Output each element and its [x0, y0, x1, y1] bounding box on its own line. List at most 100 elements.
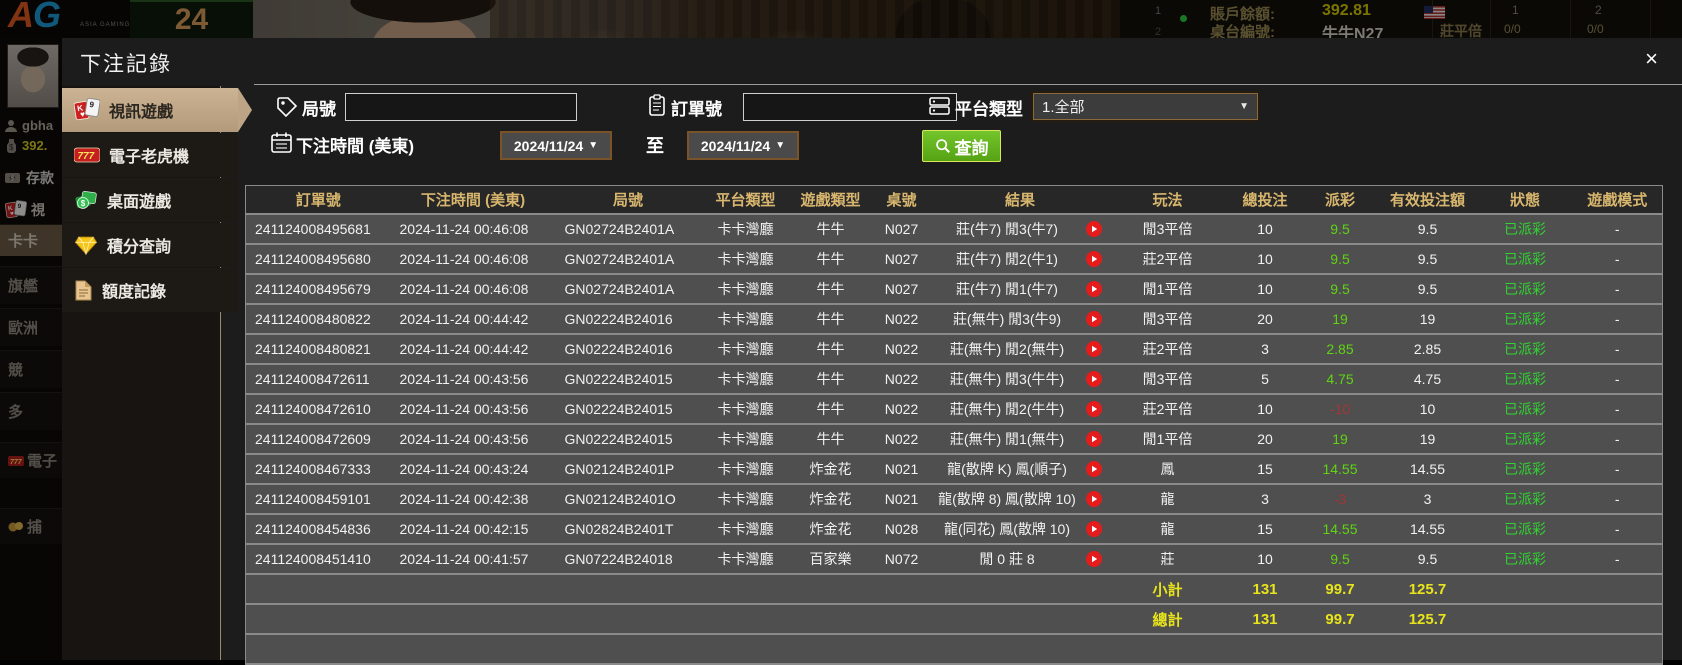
cell-payout: -3 — [1302, 484, 1378, 515]
cell-total-bet: 3 — [1227, 484, 1303, 515]
total-valid: 125.7 — [1377, 604, 1478, 635]
cell-order: 241124008454836 — [245, 514, 391, 545]
grid-line — [1570, 0, 1571, 38]
replay-play-button[interactable] — [1085, 251, 1102, 267]
tab-slot-machines[interactable]: 777 電子老虎機 — [62, 133, 238, 177]
cell-order: 241124008472609 — [245, 424, 391, 455]
cell-game-mode: - — [1572, 214, 1663, 245]
cell-game-type: 牛牛 — [790, 334, 871, 365]
search-button[interactable]: 查詢 — [922, 130, 1001, 162]
platform-type-dropdown[interactable]: 1.全部 ▼ — [1033, 93, 1258, 120]
table-row: 241124008472610 2024-11-24 00:43:56 GN0222… — [245, 394, 1663, 425]
replay-play-button[interactable] — [1085, 491, 1102, 507]
moneybag-icon: $ — [5, 138, 18, 153]
sidebar-item-flagship[interactable]: 旗艦 — [0, 266, 62, 304]
cards-icon: K ♥ 9 — [74, 98, 100, 122]
tab-points-query[interactable]: 積分查詢 — [62, 223, 238, 267]
table-row: 241124008451410 2024-11-24 00:41:57 GN0722… — [245, 544, 1663, 575]
tab-table-games[interactable]: $ 桌面遊戲 — [62, 178, 238, 222]
date-to-select[interactable]: 2024/11/24 ▼ — [687, 131, 799, 160]
cell-result: 龍(散牌 K) 鳳(順子) — [932, 454, 1108, 485]
cell-total-bet: 10 — [1227, 274, 1303, 305]
ag-logo-g: G — [33, 0, 62, 35]
replay-play-button[interactable] — [1085, 521, 1102, 537]
table-row: 241124008480821 2024-11-24 00:44:42 GN0222… — [245, 334, 1663, 365]
order-number-input[interactable] — [743, 93, 957, 121]
result-text: 莊(無牛) 閒1(無牛) — [949, 431, 1065, 447]
replay-play-button[interactable] — [1085, 461, 1102, 477]
svg-text:$: $ — [11, 175, 15, 182]
order-number-label: 訂單號 — [671, 100, 722, 119]
replay-play-button[interactable] — [1085, 281, 1102, 297]
subtotal-mode — [1572, 574, 1663, 605]
avatar[interactable] — [7, 44, 59, 108]
video-games-label[interactable]: 視 — [31, 202, 45, 218]
replay-play-button[interactable] — [1085, 431, 1102, 447]
deposit-label[interactable]: 存款 — [26, 170, 54, 186]
subtotal-row: 小計 131 99.7 125.7 — [245, 574, 1663, 605]
cell-platform: 卡卡灣廳 — [700, 364, 791, 395]
cell-game-type: 牛牛 — [790, 244, 871, 275]
replay-play-button[interactable] — [1085, 551, 1102, 567]
cell-time: 2024-11-24 00:42:38 — [390, 484, 556, 515]
date-from-select[interactable]: 2024/11/24 ▼ — [500, 131, 612, 160]
cell-table-no: N021 — [870, 484, 933, 515]
round-number-input[interactable] — [345, 93, 577, 121]
cell-payout: 19 — [1302, 304, 1378, 335]
person-icon — [5, 119, 18, 132]
cell-time: 2024-11-24 00:46:08 — [390, 244, 556, 275]
round-row-1: 1 — [1155, 5, 1162, 17]
cell-payout: 2.85 — [1302, 334, 1378, 365]
cell-bet-type: 莊2平倍 — [1107, 334, 1228, 365]
sidebar-item-duo[interactable]: 多 — [0, 392, 62, 430]
cell-platform: 卡卡灣廳 — [700, 514, 791, 545]
cell-table-no: N028 — [870, 514, 933, 545]
table-row: 241124008495680 2024-11-24 00:46:08 GN0272… — [245, 244, 1663, 275]
svg-text:9: 9 — [17, 203, 22, 210]
cell-time: 2024-11-24 00:44:42 — [390, 304, 556, 335]
cell-order: 241124008459101 — [245, 484, 391, 515]
round-row-2: 2 — [1155, 26, 1162, 38]
cell-status: 已派彩 — [1477, 304, 1573, 335]
cell-platform: 卡卡灣廳 — [700, 214, 791, 245]
replay-play-button[interactable] — [1085, 221, 1102, 237]
cell-time: 2024-11-24 00:43:24 — [390, 454, 556, 485]
cell-platform: 卡卡灣廳 — [700, 274, 791, 305]
cell-result: 莊(無牛) 閒3(牛牛) — [932, 364, 1108, 395]
coins-icon — [8, 520, 24, 533]
cell-status: 已派彩 — [1477, 394, 1573, 425]
sidebar-item-slots[interactable]: 777 電子 — [0, 442, 62, 478]
cell-game-mode: - — [1572, 544, 1663, 575]
sidebar-item-kaka[interactable]: 卡卡 — [0, 224, 62, 256]
cell-order: 241124008480821 — [245, 334, 391, 365]
cell-total-bet: 5 — [1227, 364, 1303, 395]
tab-video-games[interactable]: K ♥ 9 視訊遊戲 — [62, 88, 252, 132]
bet-records-table: 訂單號 下注時間 (美東) 局號 平台類型 遊戲類型 桌號 結果 玩法 總投注 … — [245, 185, 1663, 665]
sidebar-item-fishing[interactable]: 捕 — [0, 508, 62, 544]
tag-icon — [276, 96, 298, 118]
replay-play-button[interactable] — [1085, 401, 1102, 417]
scoreboard-bar — [1120, 0, 1682, 38]
cell-game-type: 牛牛 — [790, 394, 871, 425]
table-row: 241124008480822 2024-11-24 00:44:42 GN0222… — [245, 304, 1663, 335]
replay-play-button[interactable] — [1085, 371, 1102, 387]
cell-platform: 卡卡灣廳 — [700, 454, 791, 485]
tab-quota-records[interactable]: 額度記錄 — [62, 268, 238, 312]
replay-play-button[interactable] — [1085, 311, 1102, 327]
close-icon[interactable]: × — [1645, 46, 1658, 71]
sidebar-item-europe[interactable]: 歐洲 — [0, 308, 62, 346]
cell-order: 241124008495680 — [245, 244, 391, 275]
result-text: 莊(無牛) 閒3(牛9) — [952, 311, 1062, 327]
grand-total-row: 總計 131 99.7 125.7 — [245, 604, 1663, 635]
score-col-1: 1 — [1512, 3, 1519, 17]
cell-status: 已派彩 — [1477, 334, 1573, 365]
replay-play-button[interactable] — [1085, 341, 1102, 357]
deposit-icon: $ — [5, 172, 22, 185]
cell-table-no: N072 — [870, 544, 933, 575]
cell-result: 莊(無牛) 閒1(無牛) — [932, 424, 1108, 455]
asia-gaming-label: ASIA GAMING — [80, 22, 131, 28]
sidebar-item-jing[interactable]: 競 — [0, 350, 62, 388]
cell-valid-bet: 19 — [1377, 424, 1478, 455]
score-val-2: 0/0 — [1587, 22, 1604, 36]
cell-payout: 9.5 — [1302, 214, 1378, 245]
